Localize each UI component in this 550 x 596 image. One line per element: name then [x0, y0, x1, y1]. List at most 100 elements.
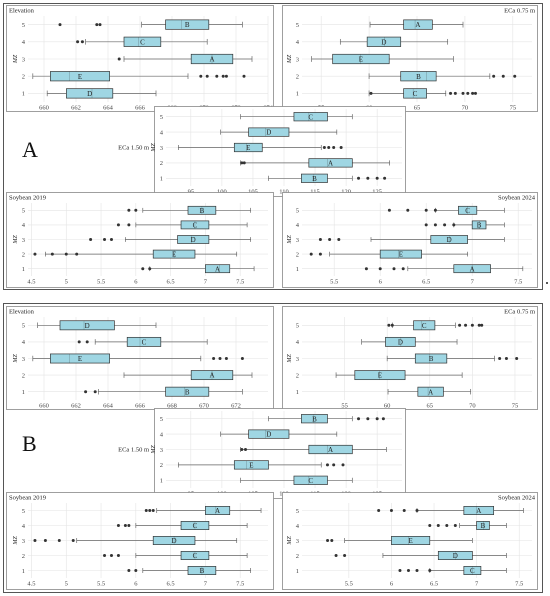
group-label-b: B: [22, 431, 37, 456]
outlier-point: [240, 448, 244, 451]
outlier-point: [117, 57, 121, 61]
boxplot-zone-1: C: [398, 566, 507, 575]
x-tick-label: 95: [188, 189, 195, 196]
box-iqr: [403, 88, 427, 99]
panel-title: Soybean 2019: [9, 195, 46, 202]
x-tick-label: 4.5: [27, 581, 35, 588]
box-letter-label: B: [312, 175, 317, 183]
y-tick-label: 1: [22, 389, 25, 396]
x-tick-label: 668: [167, 403, 177, 410]
boxplot-zone-3: A: [117, 53, 253, 65]
outlier-point: [326, 539, 330, 542]
y-tick-label: 4: [296, 222, 300, 229]
outlier-point: [480, 323, 484, 327]
boxplot-zone-3: B: [386, 353, 519, 364]
x-tick-label: 7: [204, 581, 208, 588]
y-tick-label: 5: [296, 323, 299, 330]
x-tick-label: 6.5: [167, 279, 175, 286]
box-letter-label: A: [328, 446, 333, 454]
outlier-point: [464, 323, 468, 327]
x-tick-label: 672: [231, 403, 241, 410]
y-axis-label: MZ: [13, 536, 19, 546]
outlier-point: [504, 357, 508, 360]
panel-title: Soybean 2019: [9, 495, 46, 502]
outlier-point: [57, 539, 61, 542]
boxplot-zone-5: A: [377, 506, 524, 515]
outlier-point: [58, 23, 62, 27]
y-tick-label: 3: [22, 538, 25, 545]
boxplot-zone-1: A: [364, 264, 524, 273]
box-letter-label: B: [200, 567, 205, 575]
box-letter-label: C: [193, 222, 198, 230]
box-letter-label: B: [481, 522, 486, 530]
outlier-point: [369, 91, 373, 95]
x-tick-label: 7.5: [515, 581, 523, 588]
box-iqr: [332, 53, 390, 65]
x-tick-label: 75: [512, 403, 519, 410]
y-tick-label: 5: [296, 22, 299, 29]
x-tick-label: 6: [134, 279, 138, 286]
y-tick-label: 2: [296, 372, 299, 379]
y-tick-label: 3: [22, 356, 25, 363]
x-tick-label: 65: [427, 403, 434, 410]
outlier-point: [387, 323, 391, 327]
outlier-point: [428, 524, 432, 527]
x-tick-label: 75: [510, 105, 517, 112]
box-iqr: [248, 127, 290, 137]
outlier-point: [387, 208, 391, 212]
boxplot-zone-2: E: [335, 370, 463, 381]
group-label-a: A: [22, 137, 38, 162]
box-iqr: [190, 53, 234, 65]
outlier-point: [375, 417, 379, 421]
box-letter-label: A: [476, 507, 481, 515]
outlier-point: [334, 554, 338, 557]
chart-elevation-a: Elevation66066266466666867067267412345MZ…: [6, 5, 274, 112]
y-tick-label: 5: [22, 323, 25, 330]
outlier-point: [103, 554, 107, 557]
box-letter-label: B: [312, 415, 317, 423]
outlier-point: [148, 509, 152, 512]
boxplot-zone-5: C: [387, 205, 505, 215]
outlier-point: [89, 238, 93, 241]
box-iqr: [414, 353, 448, 364]
outlier-point: [383, 176, 387, 180]
y-axis-label: MZ: [151, 143, 157, 153]
box-iqr: [403, 19, 433, 30]
boxplot-zone-3: D: [318, 235, 505, 244]
boxplot-zone-5: B: [58, 19, 243, 30]
panel-border: [154, 408, 406, 499]
box-iqr: [248, 429, 290, 439]
y-tick-label: 2: [22, 251, 25, 258]
box-letter-label: D: [398, 339, 403, 347]
outlier-point: [43, 539, 47, 542]
box-letter-label: A: [470, 265, 475, 273]
y-tick-label: 2: [22, 74, 25, 81]
box-letter-label: C: [465, 207, 470, 215]
outlier-point: [134, 208, 138, 212]
box-letter-label: B: [185, 21, 190, 29]
y-tick-label: 1: [296, 389, 299, 396]
x-tick-label: 125: [372, 189, 382, 196]
y-axis-label: MZ: [287, 54, 293, 64]
x-tick-label: 670: [199, 403, 209, 410]
y-tick-label: 2: [296, 74, 299, 81]
x-tick-label: 664: [103, 105, 114, 112]
x-tick-label: 115: [310, 189, 320, 196]
outlier-point: [366, 417, 370, 421]
outlier-point: [339, 146, 343, 149]
panel-border: [282, 306, 538, 410]
y-tick-label: 2: [296, 251, 299, 258]
y-tick-label: 1: [22, 91, 25, 98]
outlier-point: [341, 463, 345, 467]
stray-dot: [546, 282, 548, 284]
boxplot-zone-5: A: [369, 19, 464, 30]
y-tick-label: 3: [160, 447, 163, 454]
box-iqr: [50, 353, 110, 364]
box-iqr: [430, 235, 468, 244]
panel-title: ECa 1.50 m: [118, 447, 149, 454]
outlier-point: [95, 23, 99, 27]
box-iqr: [152, 249, 196, 259]
outlier-point: [224, 357, 228, 360]
outlier-point: [453, 524, 457, 527]
box-letter-label: C: [193, 522, 198, 530]
